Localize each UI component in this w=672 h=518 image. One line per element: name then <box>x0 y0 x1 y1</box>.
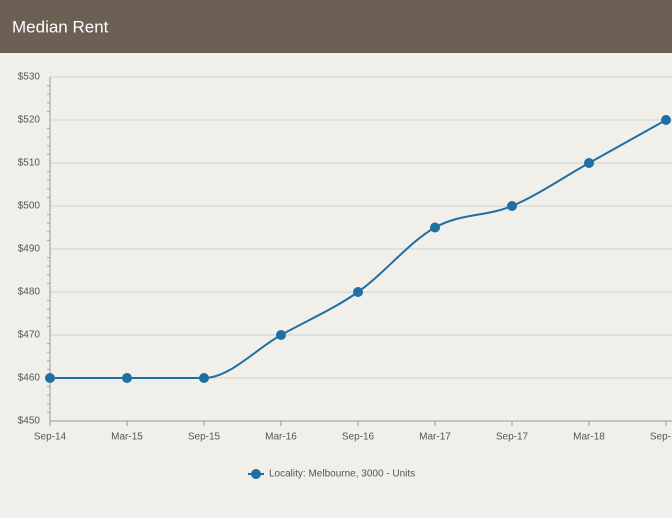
x-tick-label: Sep-18 <box>650 432 672 443</box>
data-point <box>507 201 517 211</box>
x-tick-label: Sep-17 <box>496 432 529 443</box>
data-point <box>45 373 55 383</box>
x-tick-label: Sep-16 <box>342 432 375 443</box>
x-tick-label: Mar-17 <box>419 432 451 443</box>
data-point <box>276 330 286 340</box>
y-tick-label: $500 <box>18 201 41 212</box>
y-tick-label: $510 <box>18 158 41 169</box>
legend-marker <box>251 469 261 479</box>
x-tick-label: Mar-15 <box>111 432 143 443</box>
x-tick-label: Mar-16 <box>265 432 297 443</box>
x-tick-label: Sep-14 <box>34 432 67 443</box>
x-tick-label: Sep-15 <box>188 432 221 443</box>
data-point <box>584 158 594 168</box>
y-tick-label: $470 <box>18 330 41 341</box>
y-tick-label: $480 <box>18 287 41 298</box>
y-tick-label: $460 <box>18 373 41 384</box>
legend-label: Locality: Melbourne, 3000 - Units <box>269 469 415 480</box>
y-tick-label: $490 <box>18 244 41 255</box>
data-point <box>199 373 209 383</box>
y-tick-label: $520 <box>18 115 41 126</box>
data-point <box>661 115 671 125</box>
y-tick-label: $530 <box>18 72 41 83</box>
data-point <box>430 222 440 233</box>
y-tick-label: $450 <box>18 416 41 427</box>
chart-title: Median Rent <box>12 17 109 36</box>
header-bar <box>0 0 672 53</box>
data-point <box>122 373 132 383</box>
data-point <box>353 287 363 297</box>
x-tick-label: Mar-18 <box>573 432 605 443</box>
